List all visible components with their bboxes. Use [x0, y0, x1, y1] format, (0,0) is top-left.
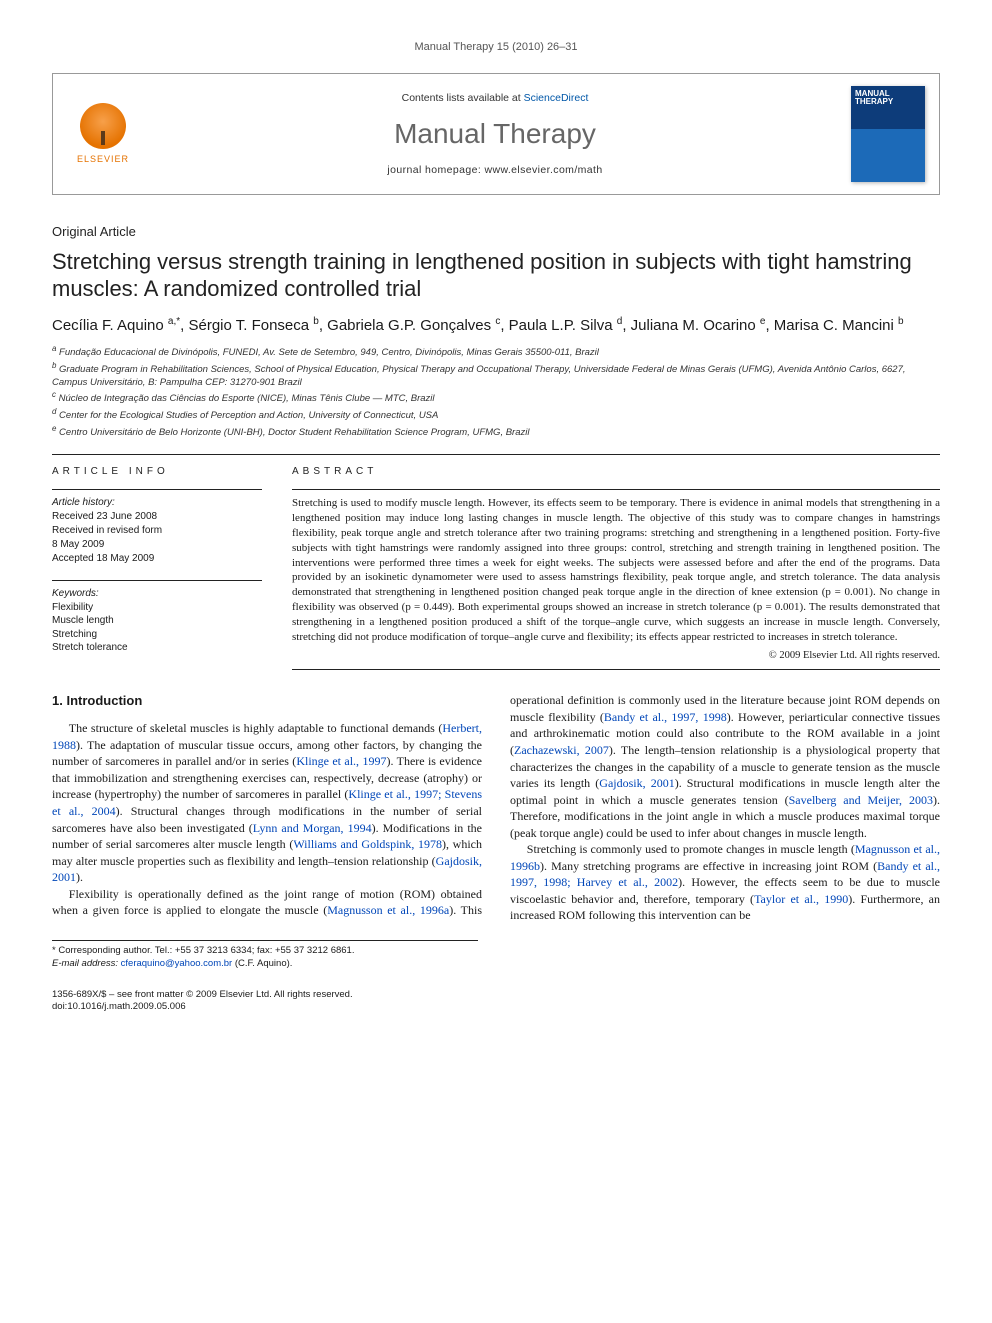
- contents-line: Contents lists available at ScienceDirec…: [149, 91, 841, 106]
- journal-name: Manual Therapy: [149, 114, 841, 153]
- email-who: (C.F. Aquino).: [235, 958, 293, 969]
- keyword-item: Stretching: [52, 628, 262, 642]
- citation-link[interactable]: Taylor et al., 1990: [754, 892, 848, 906]
- keyword-item: Muscle length: [52, 614, 262, 628]
- keyword-item: Stretch tolerance: [52, 641, 262, 655]
- corresponding-author: * Corresponding author. Tel.: +55 37 321…: [52, 945, 478, 958]
- affiliation-item: d Center for the Ecological Studies of P…: [52, 407, 940, 423]
- article-type: Original Article: [52, 223, 940, 241]
- affiliation-item: b Graduate Program in Rehabilitation Sci…: [52, 361, 940, 390]
- article-info: ARTICLE INFO Article history: Received 2…: [52, 465, 262, 670]
- journal-cover-thumb: MANUAL THERAPY: [851, 86, 925, 182]
- history-received: Received 23 June 2008: [52, 510, 262, 524]
- section-heading: 1. Introduction: [52, 692, 482, 710]
- running-header: Manual Therapy 15 (2010) 26–31: [52, 40, 940, 55]
- sciencedirect-link[interactable]: ScienceDirect: [524, 92, 589, 104]
- abstract-head: ABSTRACT: [292, 465, 940, 479]
- contents-text: Contents lists available at: [402, 92, 524, 104]
- history-revised: Received in revised form: [52, 524, 262, 538]
- citation-link[interactable]: Zachazewski, 2007: [514, 743, 609, 757]
- citation-link[interactable]: Lynn and Morgan, 1994: [253, 821, 372, 835]
- banner-center: Contents lists available at ScienceDirec…: [139, 91, 851, 178]
- cover-title: MANUAL THERAPY: [855, 90, 921, 106]
- journal-banner: ELSEVIER Contents lists available at Sci…: [52, 73, 940, 195]
- keywords-label: Keywords:: [52, 587, 262, 601]
- affiliation-item: c Núcleo de Integração das Ciências do E…: [52, 390, 940, 406]
- footnotes: * Corresponding author. Tel.: +55 37 321…: [52, 940, 478, 971]
- citation-link[interactable]: Savelberg and Meijer, 2003: [789, 793, 933, 807]
- body-para: The structure of skeletal muscles is hig…: [52, 720, 482, 885]
- article-title: Stretching versus strength training in l…: [52, 248, 940, 303]
- citation-link[interactable]: Magnusson et al., 1996a: [327, 903, 449, 917]
- abstract-rule: [292, 669, 940, 670]
- article-history: Article history: Received 23 June 2008 R…: [52, 489, 262, 566]
- article-info-head: ARTICLE INFO: [52, 465, 262, 479]
- elsevier-logo: ELSEVIER: [67, 103, 139, 166]
- copyright: © 2009 Elsevier Ltd. All rights reserved…: [292, 649, 940, 664]
- email-label: E-mail address:: [52, 958, 118, 969]
- affiliation-item: a Fundação Educacional de Divinópolis, F…: [52, 344, 940, 360]
- history-revised-date: 8 May 2009: [52, 538, 262, 552]
- body-text: Stretching is commonly used to promote c…: [527, 842, 855, 856]
- body-text: ).: [76, 870, 83, 884]
- history-label: Article history:: [52, 496, 262, 510]
- citation-link[interactable]: Bandy et al., 1997, 1998: [604, 710, 727, 724]
- body-para: Stretching is commonly used to promote c…: [510, 841, 940, 924]
- body-text: muscle (: [285, 903, 328, 917]
- keywords: Keywords: Flexibility Muscle length Stre…: [52, 580, 262, 655]
- email-link[interactable]: cferaquino@yahoo.com.br: [121, 958, 233, 969]
- elsevier-label: ELSEVIER: [77, 153, 129, 166]
- bottom-meta: 1356-689X/$ – see front matter © 2009 El…: [52, 989, 940, 1015]
- issn-line: 1356-689X/$ – see front matter © 2009 El…: [52, 989, 940, 1002]
- abstract-col: ABSTRACT Stretching is used to modify mu…: [292, 465, 940, 670]
- elsevier-tree-icon: [80, 103, 126, 149]
- affiliation-item: e Centro Universitário de Belo Horizonte…: [52, 424, 940, 440]
- authors: Cecília F. Aquino a,*, Sérgio T. Fonseca…: [52, 315, 940, 336]
- email-line: E-mail address: cferaquino@yahoo.com.br …: [52, 958, 478, 971]
- abstract-text: Stretching is used to modify muscle leng…: [292, 489, 940, 644]
- keyword-item: Flexibility: [52, 601, 262, 615]
- body-text: ). Many stretching programs are effectiv…: [540, 859, 877, 873]
- body-text: The structure of skeletal muscles is hig…: [69, 721, 443, 735]
- journal-homepage[interactable]: journal homepage: www.elsevier.com/math: [149, 163, 841, 178]
- citation-link[interactable]: Klinge et al., 1997: [296, 754, 386, 768]
- doi-line: doi:10.1016/j.math.2009.05.006: [52, 1001, 940, 1014]
- body-columns: 1. Introduction The structure of skeleta…: [52, 692, 940, 924]
- history-accepted: Accepted 18 May 2009: [52, 552, 262, 566]
- affiliations: a Fundação Educacional de Divinópolis, F…: [52, 344, 940, 441]
- citation-link[interactable]: Williams and Goldspink, 1978: [293, 837, 442, 851]
- citation-link[interactable]: Gajdosik, 2001: [599, 776, 674, 790]
